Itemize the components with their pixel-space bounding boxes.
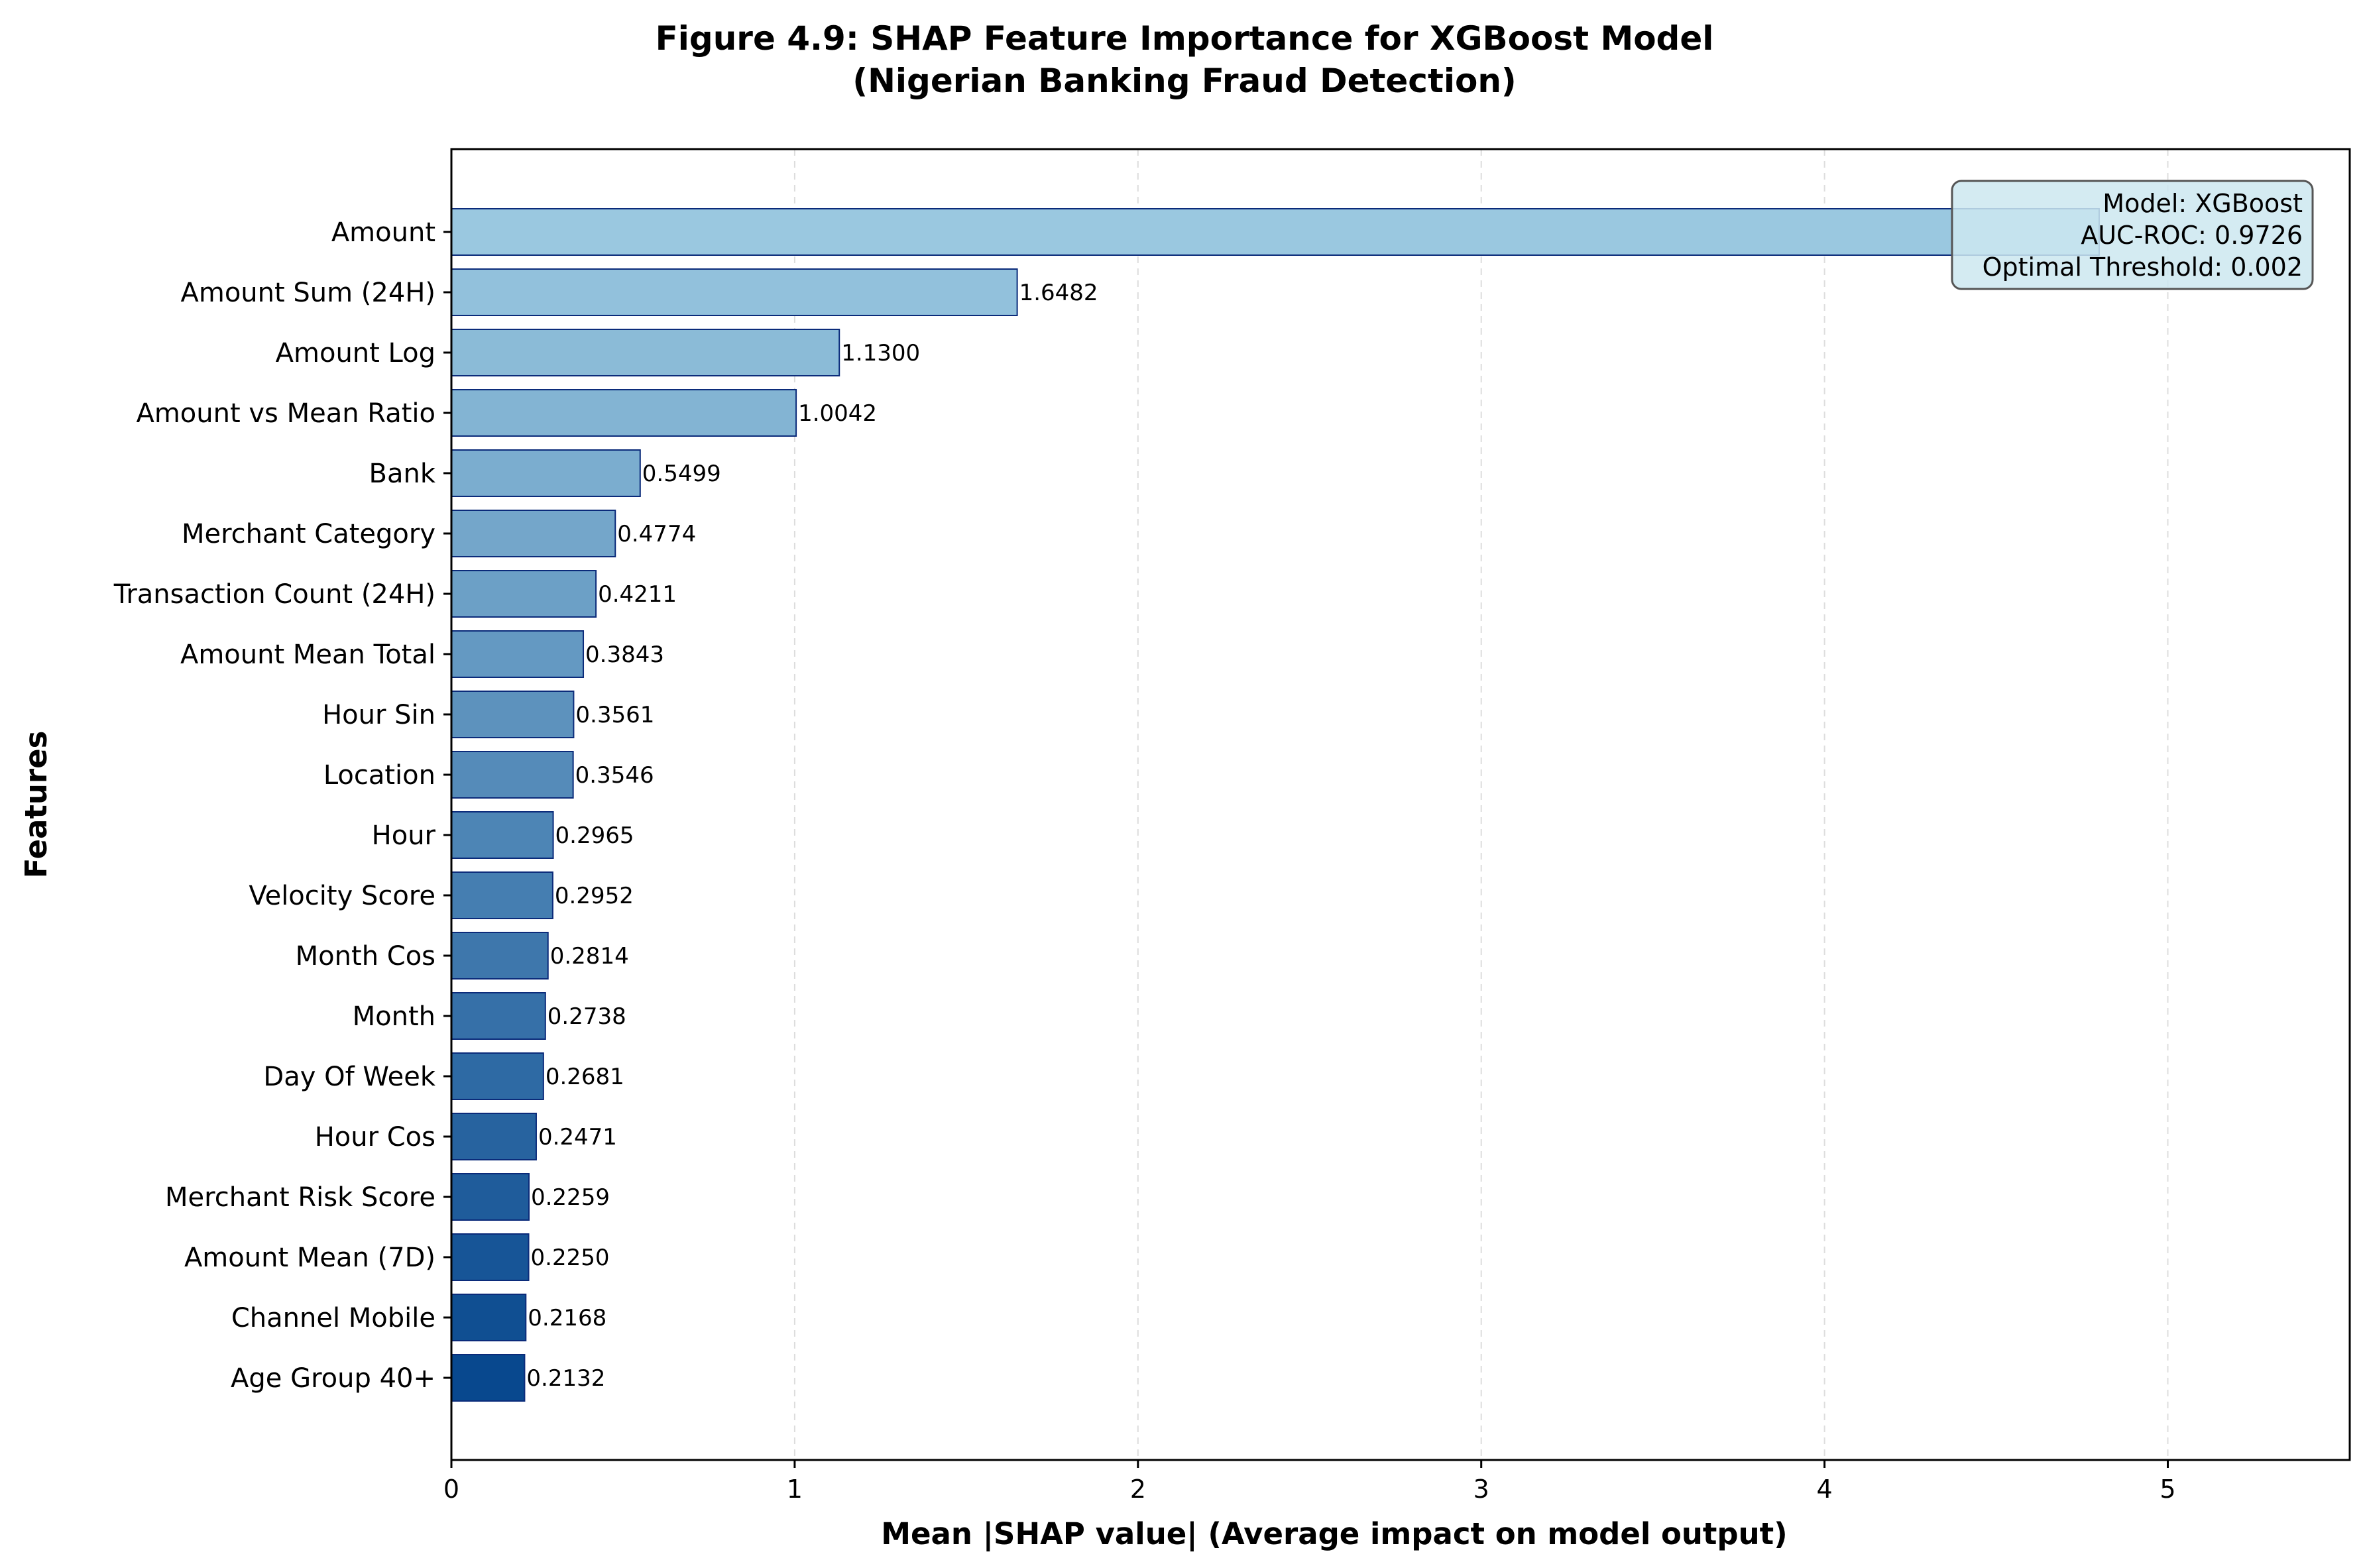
bar: [451, 389, 797, 437]
annotation-line-threshold: Optimal Threshold: 0.002: [1983, 252, 2303, 282]
bar: [451, 1233, 530, 1281]
y-tick-label: Bank: [369, 459, 436, 489]
y-tick-label: Amount Mean (7D): [184, 1243, 435, 1273]
annotation-box-bg: [1951, 180, 2314, 290]
data-label: 1.1300: [841, 340, 920, 366]
x-tick-labels: 0 1 2 3 4 5: [443, 1460, 2176, 1504]
plot-frame: [450, 148, 2351, 1461]
data-labels: 1.6482 1.1300 1.0042 0.5499 0.4774 0.4211 0.38…: [526, 280, 1098, 1392]
data-label: 1.0042: [798, 400, 877, 427]
bar: [451, 268, 1018, 316]
chart-subtitle: (Nigerian Banking Fraud Detection): [852, 62, 1517, 100]
y-tick-label: Amount vs Mean Ratio: [136, 398, 435, 429]
data-label: 0.2259: [531, 1184, 610, 1211]
bar: [451, 570, 597, 618]
data-label: 0.3843: [585, 642, 664, 668]
bar: [451, 1113, 537, 1160]
y-tick-label: Hour: [372, 820, 436, 851]
bar: [451, 1294, 527, 1341]
data-label: 0.2681: [546, 1064, 624, 1090]
x-tick-label: 1: [787, 1475, 803, 1504]
y-tick-label: Hour Sin: [322, 700, 435, 730]
bar: [451, 208, 2100, 256]
x-tick-label: 4: [1817, 1475, 1833, 1504]
y-tick-label: Amount Sum (24H): [180, 278, 435, 308]
y-tick-label: Channel Mobile: [231, 1303, 435, 1333]
y-tick-label: Merchant Risk Score: [165, 1182, 435, 1213]
data-label: 0.2250: [531, 1245, 610, 1271]
bar: [451, 329, 840, 376]
bar: [451, 751, 574, 799]
bar: [451, 510, 616, 557]
x-axis-label: Mean |SHAP value| (Average impact on mod…: [881, 1516, 1788, 1551]
y-tick-label: Transaction Count (24H): [113, 579, 435, 610]
y-tick-label: Month: [353, 1001, 435, 1032]
bar: [451, 1173, 530, 1221]
chart-title: Figure 4.9: SHAP Feature Importance for …: [656, 19, 1714, 58]
y-tick-label: Amount Log: [276, 338, 435, 368]
data-label: 0.3546: [575, 762, 654, 789]
annotation-line-model: Model: XGBoost: [2103, 189, 2303, 218]
y-tick-label: Age Group 40+: [231, 1363, 435, 1394]
x-tick-label: 0: [443, 1475, 459, 1504]
annotation-line-auc: AUC-ROC: 0.9726: [2081, 221, 2303, 250]
x-tick-label: 5: [2160, 1475, 2175, 1504]
data-label: 0.2952: [555, 883, 634, 909]
bar: [451, 1354, 526, 1402]
data-label: 0.2738: [548, 1003, 626, 1030]
data-label: 0.2814: [550, 943, 629, 970]
bar: [451, 691, 575, 738]
data-label: 0.2132: [526, 1365, 605, 1392]
x-tick-label: 2: [1130, 1475, 1146, 1504]
y-tick-label: Merchant Category: [182, 519, 435, 549]
y-tick-label: Location: [323, 760, 435, 791]
bar: [451, 992, 546, 1040]
y-tick-label: Amount: [331, 217, 435, 248]
data-label: 0.5499: [642, 461, 721, 487]
y-tick-label: Velocity Score: [249, 881, 435, 911]
bars: [451, 208, 2100, 1402]
data-label: 0.4774: [617, 521, 696, 547]
grid-lines: [793, 149, 2169, 1460]
annotation-box: Model: XGBoost AUC-ROC: 0.9726 Optimal T…: [1951, 180, 2314, 290]
bar: [451, 811, 554, 859]
y-tick-labels: Amount Amount Sum (24H) Amount Log Amount v…: [113, 217, 451, 1394]
bar: [451, 630, 585, 678]
data-label: 0.2965: [555, 822, 634, 849]
y-axis-label: Features: [19, 731, 54, 879]
data-label: 0.4211: [598, 581, 677, 608]
y-tick-label: Day Of Week: [263, 1062, 435, 1092]
y-tick-label: Hour Cos: [315, 1122, 435, 1152]
bar: [451, 932, 549, 980]
data-label: 0.2471: [538, 1124, 617, 1150]
x-tick-label: 3: [1473, 1475, 1489, 1504]
data-label: 1.6482: [1019, 280, 1098, 306]
bar: [451, 871, 553, 919]
data-label: 0.3561: [575, 702, 654, 728]
y-tick-label: Amount Mean Total: [180, 640, 435, 670]
bar: [451, 1052, 544, 1100]
data-label: 0.2168: [528, 1305, 606, 1331]
y-tick-label: Month Cos: [296, 941, 435, 972]
bar: [451, 449, 641, 497]
